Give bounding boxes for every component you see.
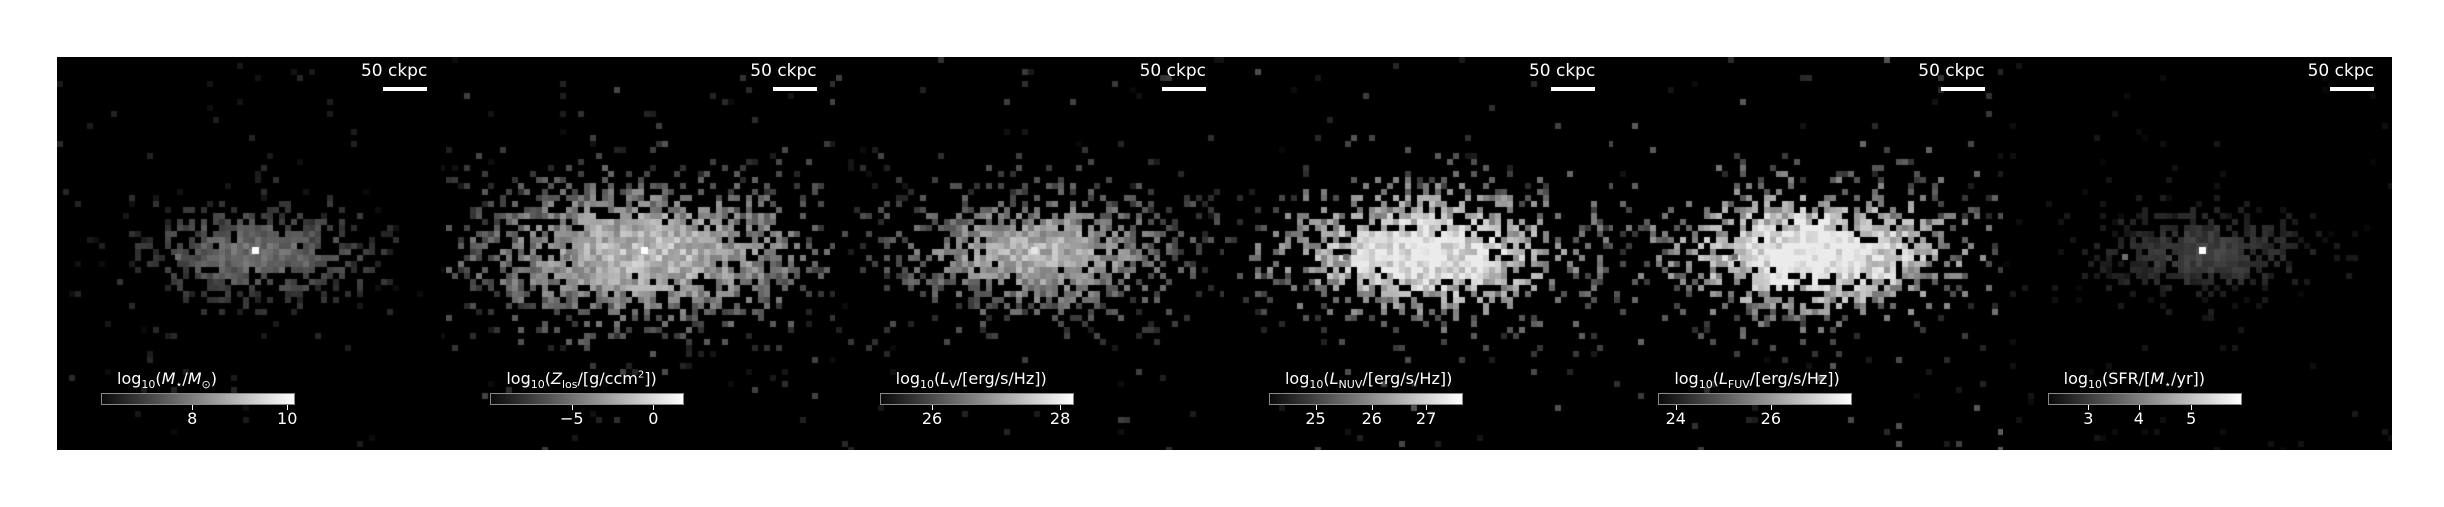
panel-luminosity-nuv: 50 ckpc log10(LNUV/[erg/s/Hz]) 25 26 27 [1223, 57, 1614, 450]
metallicity-map [446, 57, 835, 450]
colorbar-tick-label: 25 [1305, 409, 1326, 428]
scalebar-line [2329, 87, 2374, 91]
colorbar-title: log10(M⋆/M⊙) [117, 369, 218, 392]
colorbar-title: log10(LNUV/[erg/s/Hz]) [1284, 369, 1453, 392]
stellar-mass-map [57, 57, 446, 450]
colorbar-tick [653, 405, 655, 410]
colorbar-tick [571, 405, 573, 410]
colorbar-tick-label: 4 [2133, 409, 2144, 428]
colorbar-tick [287, 405, 289, 410]
scalebar-label: 50 ckpc [1918, 61, 1985, 81]
colorbar [879, 393, 1074, 405]
colorbar [1658, 393, 1853, 405]
scalebar-label: 50 ckpc [2307, 61, 2374, 81]
colorbar-tick [1770, 405, 1772, 410]
colorbar-tick-label: 0 [648, 409, 659, 428]
scalebar-label: 50 ckpc [1139, 61, 1206, 81]
colorbar-tick [2138, 405, 2140, 410]
colorbar [490, 393, 685, 405]
colorbar-title: log10(SFR/[M⋆/yr]) [2063, 369, 2206, 392]
colorbar-tick [192, 405, 194, 410]
scalebar-label: 50 ckpc [750, 61, 817, 81]
colorbar-tick-label: 26 [921, 409, 943, 428]
scalebar-line [1161, 87, 1206, 91]
colorbar-tick-label: 27 [1415, 409, 1437, 428]
scalebar-line [383, 87, 428, 91]
scalebar-label: 50 ckpc [1528, 61, 1596, 81]
colorbar-tick-label: 28 [1049, 409, 1071, 428]
panel-luminosity-fuv: 50 ckpc log10(LFUV/[erg/s/Hz]) 24 26 [1613, 57, 2003, 450]
scalebar-line [1940, 87, 1985, 91]
panel-sfr: 50 ckpc log10(SFR/[M⋆/yr]) 3 4 5 [2002, 57, 2392, 450]
scalebar-label: 50 ckpc [360, 61, 428, 81]
colorbar-tick [2191, 405, 2193, 410]
colorbar [2047, 393, 2242, 405]
colorbar-tick-label: 5 [2186, 409, 2197, 428]
colorbar-tick [2088, 405, 2090, 410]
colorbar-tick [1060, 405, 1062, 410]
panel-metallicity: 50 ckpc log10(Zlos/[g/ccm2]) −5 0 [445, 57, 835, 450]
colorbar-tick-label: 26 [1760, 409, 1782, 428]
luminosity-fuv-map [1614, 57, 2003, 450]
colorbar-title: log10(LFUV/[erg/s/Hz]) [1674, 369, 1840, 392]
scalebar-line [1551, 87, 1596, 91]
colorbar [101, 393, 295, 405]
luminosity-v-map [835, 57, 1224, 450]
colorbar-tick [1675, 405, 1677, 410]
panel-luminosity-v: 50 ckpc log10(LV/[erg/s/Hz]) 26 28 [834, 57, 1224, 450]
colorbar-tick-label: 8 [187, 409, 198, 428]
colorbar-title: log10(LV/[erg/s/Hz]) [895, 369, 1047, 392]
colorbar-title: log10(Zlos/[g/ccm2]) [506, 369, 657, 392]
scalebar-line [772, 87, 817, 91]
colorbar-tick [1426, 405, 1428, 410]
colorbar-tick-label: −5 [560, 409, 584, 428]
colorbar-tick-label: 24 [1665, 409, 1686, 428]
colorbar-tick [932, 405, 934, 410]
colorbar-tick [1315, 405, 1317, 410]
colorbar [1268, 393, 1463, 405]
image-strip: 50 ckpc log10(M⋆/M⊙) 8 10 50 ckpc log10(… [57, 57, 2392, 450]
colorbar-tick-label: 10 [277, 409, 298, 428]
sfr-map [2003, 57, 2392, 450]
colorbar-tick-label: 26 [1361, 409, 1382, 428]
colorbar-tick [1371, 405, 1373, 410]
panel-stellar-mass: 50 ckpc log10(M⋆/M⊙) 8 10 [57, 57, 446, 450]
luminosity-nuv-map [1224, 57, 1614, 450]
colorbar-tick-label: 3 [2083, 409, 2094, 428]
